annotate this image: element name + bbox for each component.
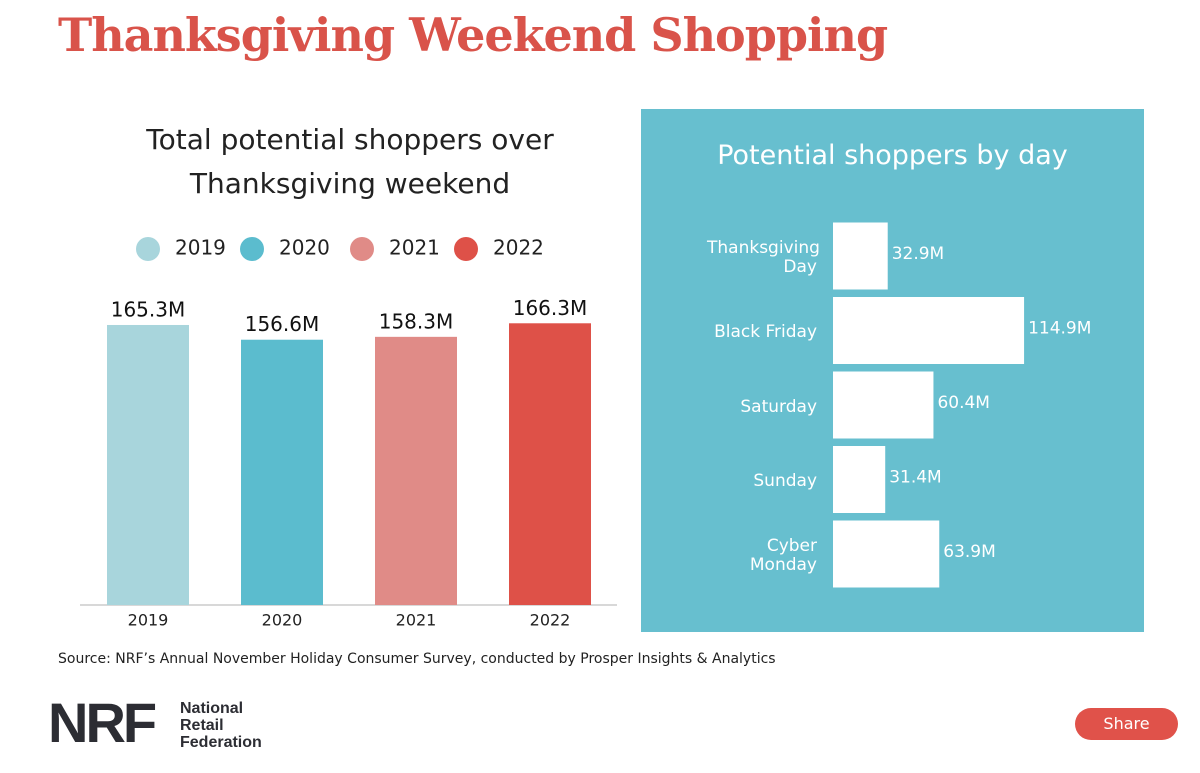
x-tick-label: 2021 bbox=[396, 611, 437, 630]
bar bbox=[833, 371, 934, 439]
x-tick-label: 2020 bbox=[262, 611, 303, 630]
value-label: 166.3M bbox=[513, 296, 588, 320]
share-button[interactable]: Share bbox=[1075, 708, 1178, 740]
legend-swatch bbox=[454, 237, 478, 261]
y-tick-label: Saturday bbox=[740, 396, 817, 417]
legend-label: 2022 bbox=[493, 236, 544, 260]
value-label: 114.9M bbox=[1028, 319, 1091, 339]
logo-name: National Retail Federation bbox=[180, 700, 262, 751]
y-tick-label: Black Friday bbox=[714, 322, 817, 342]
bar bbox=[833, 446, 886, 513]
x-tick-label: 2019 bbox=[128, 611, 169, 630]
legend-swatch bbox=[136, 237, 160, 261]
bar bbox=[833, 222, 888, 290]
legend-label: 2019 bbox=[175, 236, 226, 260]
bar bbox=[833, 297, 1025, 364]
source-note: Source: NRF’s Annual November Holiday Co… bbox=[58, 651, 776, 667]
value-label: 156.6M bbox=[245, 312, 320, 336]
x-tick-label: 2022 bbox=[530, 611, 571, 630]
page-title: Thanksgiving Weekend Shopping bbox=[58, 8, 888, 62]
legend-swatch bbox=[350, 237, 374, 261]
y-tick-label: Sunday bbox=[753, 471, 817, 491]
bar bbox=[509, 323, 591, 605]
chart-title: Potential shoppers by day bbox=[717, 140, 1068, 171]
legend-label: 2020 bbox=[279, 236, 330, 260]
bar bbox=[833, 520, 940, 588]
legend-swatch bbox=[240, 237, 264, 261]
legend-label: 2021 bbox=[389, 236, 440, 260]
y-tick-label: Cyber Monday bbox=[749, 536, 817, 575]
share-label: Share bbox=[1103, 714, 1150, 733]
bar bbox=[375, 336, 457, 605]
value-label: 165.3M bbox=[111, 297, 186, 321]
value-label: 60.4M bbox=[937, 393, 990, 413]
value-label: 158.3M bbox=[379, 309, 454, 333]
bar bbox=[107, 324, 189, 605]
value-label: 31.4M bbox=[889, 468, 942, 488]
value-label: 32.9M bbox=[892, 244, 945, 264]
chart-title: Total potential shoppers over Thanksgivi… bbox=[146, 123, 554, 200]
logo-mark: NRF bbox=[48, 691, 157, 754]
y-tick-label: Thanksgiving Day bbox=[707, 238, 820, 277]
bar bbox=[241, 339, 323, 605]
value-label: 63.9M bbox=[943, 542, 996, 562]
